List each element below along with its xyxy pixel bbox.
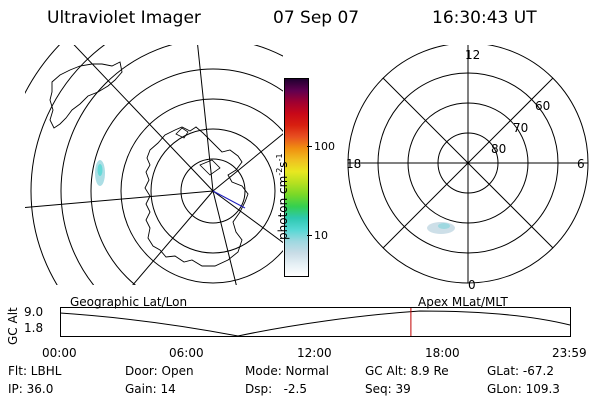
latitude-circles — [25, 45, 283, 285]
altitude-curve — [60, 310, 571, 337]
timeline-y-tick-max: 9.0 — [24, 305, 44, 319]
colorbar-tick-100: 100 — [314, 140, 335, 153]
door-info: Door: Open — [125, 364, 194, 378]
glon-info: GLon: 109.3 — [487, 382, 560, 396]
mlat-label-70: 70 — [513, 121, 529, 135]
altitude-timeline — [60, 307, 571, 337]
mode-info: Mode: Normal — [245, 364, 329, 378]
colorbar-gradient — [285, 79, 308, 276]
mlat-mlt-polar-plot — [347, 45, 589, 284]
observation-time: 16:30:43 UT — [432, 8, 537, 28]
longitude-meridians — [25, 45, 283, 285]
mlat-label-60: 60 — [535, 99, 551, 113]
seq-info: Seq: 39 — [365, 382, 411, 396]
mlt-label-6: 6 — [577, 157, 585, 171]
mlt-label-18: 18 — [346, 157, 362, 171]
observation-date: 07 Sep 07 — [273, 8, 360, 28]
gain-info: Gain: 14 — [125, 382, 176, 396]
geographic-map — [25, 45, 283, 285]
south-america-coastline — [49, 61, 123, 129]
magnetic-projection-label: Apex MLat/MLT — [418, 295, 508, 309]
geographic-projection-label: Geographic Lat/Lon — [70, 295, 188, 309]
mlt-label-12: 12 — [465, 48, 481, 62]
filter-info: Flt: LBHL — [8, 364, 62, 378]
gc-alt-info: GC Alt: 8.9 Re — [365, 364, 449, 378]
antarctica-coastline — [144, 126, 249, 267]
colorbar-unit-label: photon cm-2s-1 — [275, 153, 290, 240]
islands-coastline — [175, 127, 221, 176]
app-title: Ultraviolet Imager — [47, 8, 201, 28]
sun-direction-line — [212, 190, 246, 209]
glat-info: GLat: -67.2 — [487, 364, 554, 378]
timeline-x-tick-1800: 18:00 — [425, 346, 460, 360]
colorbar-tick-10: 10 — [314, 229, 328, 242]
colorbar — [284, 78, 309, 277]
ip-info: IP: 36.0 — [8, 382, 54, 396]
mlt-label-0: 0 — [468, 278, 476, 292]
dsp-info: Dsp: -2.5 — [245, 382, 308, 396]
timeline-x-tick-1200: 12:00 — [297, 346, 332, 360]
mlat-label-80: 80 — [491, 142, 507, 156]
timeline-y-tick-min: 1.8 — [24, 321, 44, 335]
timeline-x-tick-2359: 23:59 — [552, 346, 587, 360]
timeline-y-axis-label: GC Alt — [6, 307, 20, 345]
timeline-x-tick-0000: 00:00 — [42, 346, 77, 360]
timeline-x-tick-0600: 06:00 — [169, 346, 204, 360]
